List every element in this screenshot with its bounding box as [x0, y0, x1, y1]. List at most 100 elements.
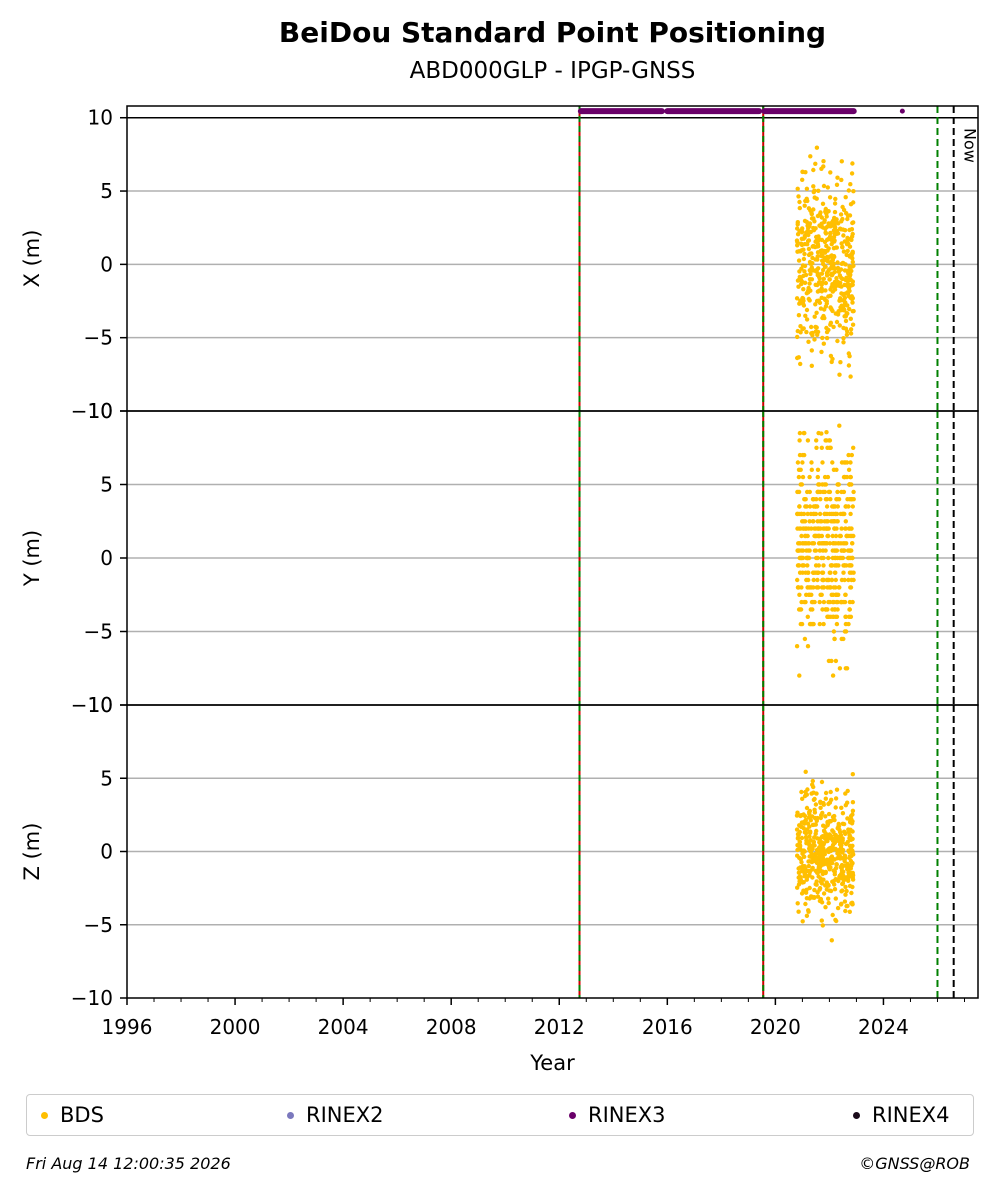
bds-point	[799, 511, 804, 517]
bds-point	[809, 348, 814, 353]
bds-point	[818, 805, 823, 810]
bds-point	[795, 577, 800, 583]
bds-point	[801, 256, 807, 262]
bds-point	[850, 541, 855, 546]
bds-point	[803, 272, 809, 278]
bds-point	[846, 294, 851, 299]
bds-point	[802, 849, 807, 854]
bds-point	[819, 349, 824, 355]
bds-point	[796, 909, 801, 914]
bds-point	[840, 881, 846, 886]
bds-point	[814, 310, 819, 315]
bds-point	[822, 219, 827, 225]
bds-point	[824, 857, 830, 862]
bds-point	[803, 901, 808, 907]
bds-point	[831, 868, 836, 873]
bds-point	[827, 277, 832, 282]
bds-point	[823, 482, 829, 487]
bds-point	[849, 860, 855, 866]
bds-point	[826, 599, 831, 605]
bds-point	[833, 577, 838, 583]
bds-point	[829, 519, 834, 524]
bds-point	[838, 296, 843, 301]
bds-point	[807, 489, 812, 495]
legend-item-bds: BDS	[41, 1103, 104, 1127]
bds-point	[837, 423, 842, 428]
bds-point	[820, 862, 826, 867]
bds-point	[841, 249, 847, 254]
bds-point	[804, 827, 810, 832]
bds-point	[842, 563, 847, 568]
bds-point	[822, 307, 827, 312]
bds-point	[795, 810, 800, 815]
bds-point	[849, 555, 855, 561]
bds-point	[807, 809, 812, 815]
legend-item-rinex4: RINEX4	[853, 1103, 950, 1127]
bds-point	[811, 541, 816, 546]
y-tick-label: 10	[88, 106, 113, 130]
bds-point	[815, 467, 821, 472]
bds-point	[794, 238, 800, 243]
bds-point	[800, 169, 805, 175]
bds-point	[809, 363, 814, 368]
bds-point	[797, 673, 802, 678]
bds-point	[823, 905, 828, 910]
bds-point	[832, 231, 837, 237]
bds-point	[851, 445, 856, 450]
bds-point	[796, 194, 801, 199]
bds-point	[803, 789, 808, 795]
bds-point	[799, 229, 805, 234]
bds-point	[838, 846, 844, 852]
bds-point	[850, 902, 855, 907]
bds-point	[843, 908, 848, 914]
bds-point	[807, 298, 812, 303]
bds-point	[819, 271, 825, 276]
bds-point	[846, 363, 852, 368]
bds-point	[830, 860, 835, 866]
bds-point	[843, 195, 848, 200]
bds-point	[810, 599, 816, 605]
bds-point	[809, 859, 815, 865]
bds-point	[813, 882, 818, 887]
bds-point	[810, 778, 815, 784]
bds-point	[839, 241, 844, 246]
bds-point	[847, 306, 852, 312]
y-axis-label: Z (m)	[20, 823, 44, 881]
bds-point	[797, 592, 802, 597]
y-tick-label: −10	[71, 986, 113, 1010]
bds-point	[806, 841, 812, 846]
bds-point	[800, 796, 805, 801]
bds-point	[842, 899, 848, 904]
bds-point	[816, 563, 821, 568]
bds-point	[801, 820, 806, 825]
bds-point	[843, 892, 848, 897]
bds-point	[833, 796, 839, 801]
bds-point	[814, 497, 819, 502]
bds-point	[825, 519, 830, 524]
bds-point	[807, 834, 812, 839]
bds-point	[833, 533, 839, 539]
bds-point	[794, 296, 800, 301]
bds-point	[795, 526, 800, 531]
footer-timestamp: Fri Aug 14 12:00:35 2026	[26, 1154, 231, 1173]
bds-point	[796, 882, 802, 887]
bds-point	[821, 621, 826, 627]
bds-point	[812, 843, 817, 848]
bds-point	[821, 891, 827, 896]
bds-point	[805, 555, 810, 561]
bds-point	[796, 585, 801, 590]
bds-point	[817, 621, 822, 627]
bds-point	[845, 861, 850, 867]
bds-point	[825, 821, 830, 826]
bds-point	[808, 251, 813, 256]
bds-point	[795, 249, 800, 254]
bds-point	[811, 207, 816, 212]
bds-point	[844, 332, 850, 337]
bds-point	[846, 241, 851, 247]
bds-point	[845, 248, 850, 254]
y-tick-label: −10	[71, 399, 113, 423]
bds-point	[846, 577, 851, 583]
bds-point	[829, 253, 834, 258]
legend-label-bds: BDS	[60, 1103, 104, 1127]
bds-point	[843, 314, 848, 319]
